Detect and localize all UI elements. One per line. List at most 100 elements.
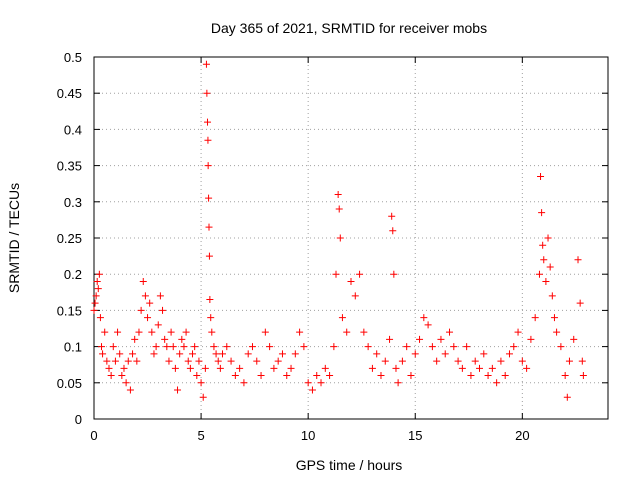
data-point: [471, 357, 479, 365]
data-point: [317, 379, 325, 387]
data-point: [287, 364, 295, 372]
data-point: [510, 343, 518, 351]
data-point: [154, 321, 162, 329]
data-point: [411, 350, 419, 358]
data-point: [548, 292, 556, 300]
data-point: [334, 191, 342, 199]
data-point: [488, 364, 496, 372]
y-axis-label: SRMTID / TECUs: [6, 183, 22, 293]
data-point: [199, 393, 207, 401]
data-point: [542, 277, 550, 285]
y-tick-label: 0: [75, 412, 82, 427]
data-point: [141, 292, 149, 300]
data-point: [214, 357, 222, 365]
data-point: [146, 299, 154, 307]
data-point: [91, 299, 99, 307]
data-point: [381, 357, 389, 365]
x-axis-label: GPS time / hours: [296, 457, 403, 473]
x-tick-label: 15: [408, 428, 422, 443]
data-point: [360, 328, 368, 336]
data-point: [150, 350, 158, 358]
axis-ticks: 0 0.05 0.1 0.15 0.2 0.25 0.3 0.35 0.4 0.45 0.5 0 5 10…: [57, 50, 608, 443]
data-point: [231, 372, 239, 380]
data-point: [120, 364, 128, 372]
data-point: [537, 172, 545, 180]
y-tick-label: 0.3: [64, 195, 82, 210]
data-point: [227, 357, 235, 365]
data-point: [546, 263, 554, 271]
data-points: [90, 60, 587, 401]
data-point: [236, 364, 244, 372]
y-tick-label: 0.15: [57, 303, 82, 318]
data-point: [392, 364, 400, 372]
data-point: [186, 364, 194, 372]
data-point: [105, 364, 113, 372]
data-point: [514, 328, 522, 336]
data-point: [165, 357, 173, 365]
data-point: [195, 357, 203, 365]
data-point: [144, 314, 152, 322]
data-point: [304, 379, 312, 387]
data-point: [501, 372, 509, 380]
data-point: [338, 314, 346, 322]
x-tick-label: 5: [197, 428, 204, 443]
data-point: [347, 277, 355, 285]
data-point: [266, 343, 274, 351]
data-point: [458, 364, 466, 372]
data-point: [398, 357, 406, 365]
data-point: [518, 357, 526, 365]
data-point: [197, 379, 205, 387]
data-point: [212, 350, 220, 358]
data-point: [480, 350, 488, 358]
data-point: [326, 372, 334, 380]
data-point: [111, 357, 119, 365]
data-point: [248, 343, 256, 351]
data-point: [578, 357, 586, 365]
data-point: [116, 350, 124, 358]
data-point: [124, 357, 132, 365]
data-point: [161, 335, 169, 343]
data-point: [389, 227, 397, 235]
data-point: [300, 343, 308, 351]
data-point: [122, 379, 130, 387]
grid-lines: [94, 57, 608, 419]
data-point: [139, 277, 147, 285]
data-point: [169, 343, 177, 351]
data-point: [579, 372, 587, 380]
data-point: [219, 350, 226, 358]
data-point: [364, 343, 372, 351]
data-point: [336, 234, 344, 242]
data-point: [332, 270, 340, 278]
data-point: [538, 209, 546, 217]
data-point: [103, 357, 111, 365]
data-point: [253, 357, 261, 365]
data-point: [343, 328, 351, 336]
data-point: [208, 328, 216, 336]
data-point: [92, 292, 100, 300]
x-tick-label: 10: [301, 428, 315, 443]
data-point: [390, 270, 398, 278]
data-point: [159, 306, 167, 314]
data-point: [351, 292, 359, 300]
data-point: [109, 343, 117, 351]
data-point: [441, 350, 449, 358]
data-point: [291, 350, 299, 358]
x-tick-label: 0: [90, 428, 97, 443]
data-point: [535, 270, 543, 278]
data-point: [330, 343, 338, 351]
data-point: [576, 299, 584, 307]
data-point: [163, 343, 171, 351]
data-point: [131, 335, 139, 343]
data-point: [204, 136, 212, 144]
data-point: [184, 357, 192, 365]
data-point: [403, 343, 411, 351]
data-point: [261, 328, 269, 336]
y-tick-label: 0.25: [57, 231, 82, 246]
data-point: [126, 386, 134, 394]
data-point: [216, 364, 224, 372]
data-point: [497, 357, 505, 365]
data-point: [205, 252, 213, 260]
y-tick-label: 0.1: [64, 340, 82, 355]
